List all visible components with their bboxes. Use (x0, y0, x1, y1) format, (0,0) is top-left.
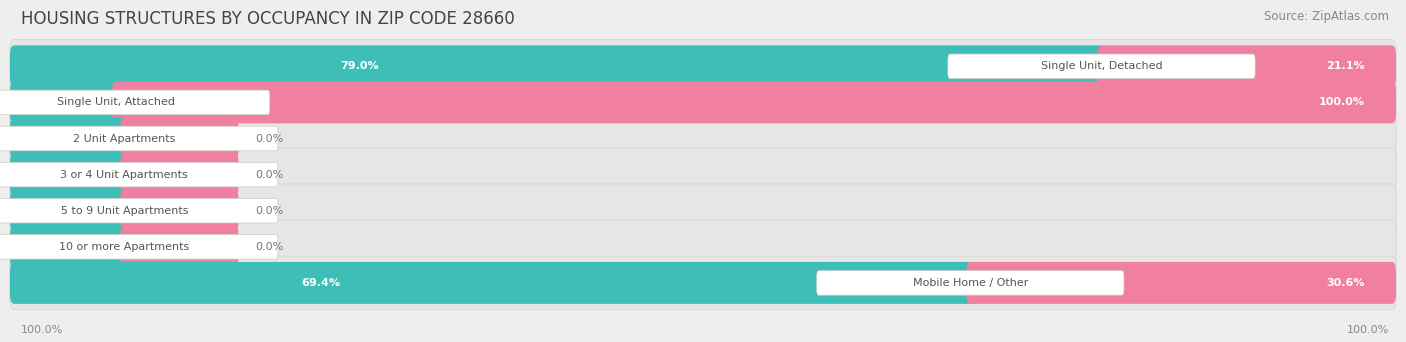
Text: 21.1%: 21.1% (1326, 61, 1364, 71)
Text: 100.0%: 100.0% (1347, 325, 1389, 335)
Text: Single Unit, Detached: Single Unit, Detached (1040, 61, 1163, 71)
Text: 100.0%: 100.0% (1319, 97, 1364, 107)
FancyBboxPatch shape (10, 45, 1105, 87)
Text: 0.0%: 0.0% (256, 242, 284, 252)
FancyBboxPatch shape (0, 162, 278, 187)
FancyBboxPatch shape (817, 271, 1123, 295)
FancyBboxPatch shape (10, 190, 128, 232)
FancyBboxPatch shape (10, 262, 974, 304)
Text: 5 to 9 Unit Apartments: 5 to 9 Unit Apartments (60, 206, 188, 216)
FancyBboxPatch shape (112, 81, 1396, 123)
Text: Single Unit, Attached: Single Unit, Attached (58, 97, 176, 107)
Text: 0.0%: 0.0% (256, 133, 284, 144)
FancyBboxPatch shape (0, 235, 278, 259)
Text: 2 Unit Apartments: 2 Unit Apartments (73, 133, 176, 144)
Text: Mobile Home / Other: Mobile Home / Other (912, 278, 1028, 288)
Text: 69.4%: 69.4% (301, 278, 340, 288)
FancyBboxPatch shape (120, 118, 239, 159)
FancyBboxPatch shape (10, 112, 1396, 165)
Text: 79.0%: 79.0% (340, 61, 380, 71)
FancyBboxPatch shape (10, 256, 1396, 310)
FancyBboxPatch shape (120, 226, 239, 268)
Text: Source: ZipAtlas.com: Source: ZipAtlas.com (1264, 10, 1389, 23)
FancyBboxPatch shape (966, 262, 1396, 304)
FancyBboxPatch shape (0, 198, 278, 223)
FancyBboxPatch shape (1097, 45, 1396, 87)
FancyBboxPatch shape (10, 220, 1396, 274)
Text: 30.6%: 30.6% (1326, 278, 1364, 288)
FancyBboxPatch shape (10, 81, 121, 123)
FancyBboxPatch shape (10, 226, 128, 268)
Text: 0.0%: 0.0% (256, 206, 284, 216)
Text: 100.0%: 100.0% (21, 325, 63, 335)
FancyBboxPatch shape (10, 118, 128, 159)
FancyBboxPatch shape (10, 148, 1396, 201)
FancyBboxPatch shape (10, 154, 128, 196)
FancyBboxPatch shape (120, 190, 239, 232)
FancyBboxPatch shape (10, 184, 1396, 237)
FancyBboxPatch shape (10, 40, 1396, 93)
FancyBboxPatch shape (948, 54, 1256, 79)
FancyBboxPatch shape (120, 154, 239, 196)
Text: 3 or 4 Unit Apartments: 3 or 4 Unit Apartments (60, 170, 188, 180)
Text: 10 or more Apartments: 10 or more Apartments (59, 242, 190, 252)
Text: HOUSING STRUCTURES BY OCCUPANCY IN ZIP CODE 28660: HOUSING STRUCTURES BY OCCUPANCY IN ZIP C… (21, 10, 515, 28)
Text: 0.0%: 0.0% (256, 170, 284, 180)
FancyBboxPatch shape (0, 126, 278, 151)
FancyBboxPatch shape (10, 76, 1396, 129)
FancyBboxPatch shape (0, 90, 270, 115)
